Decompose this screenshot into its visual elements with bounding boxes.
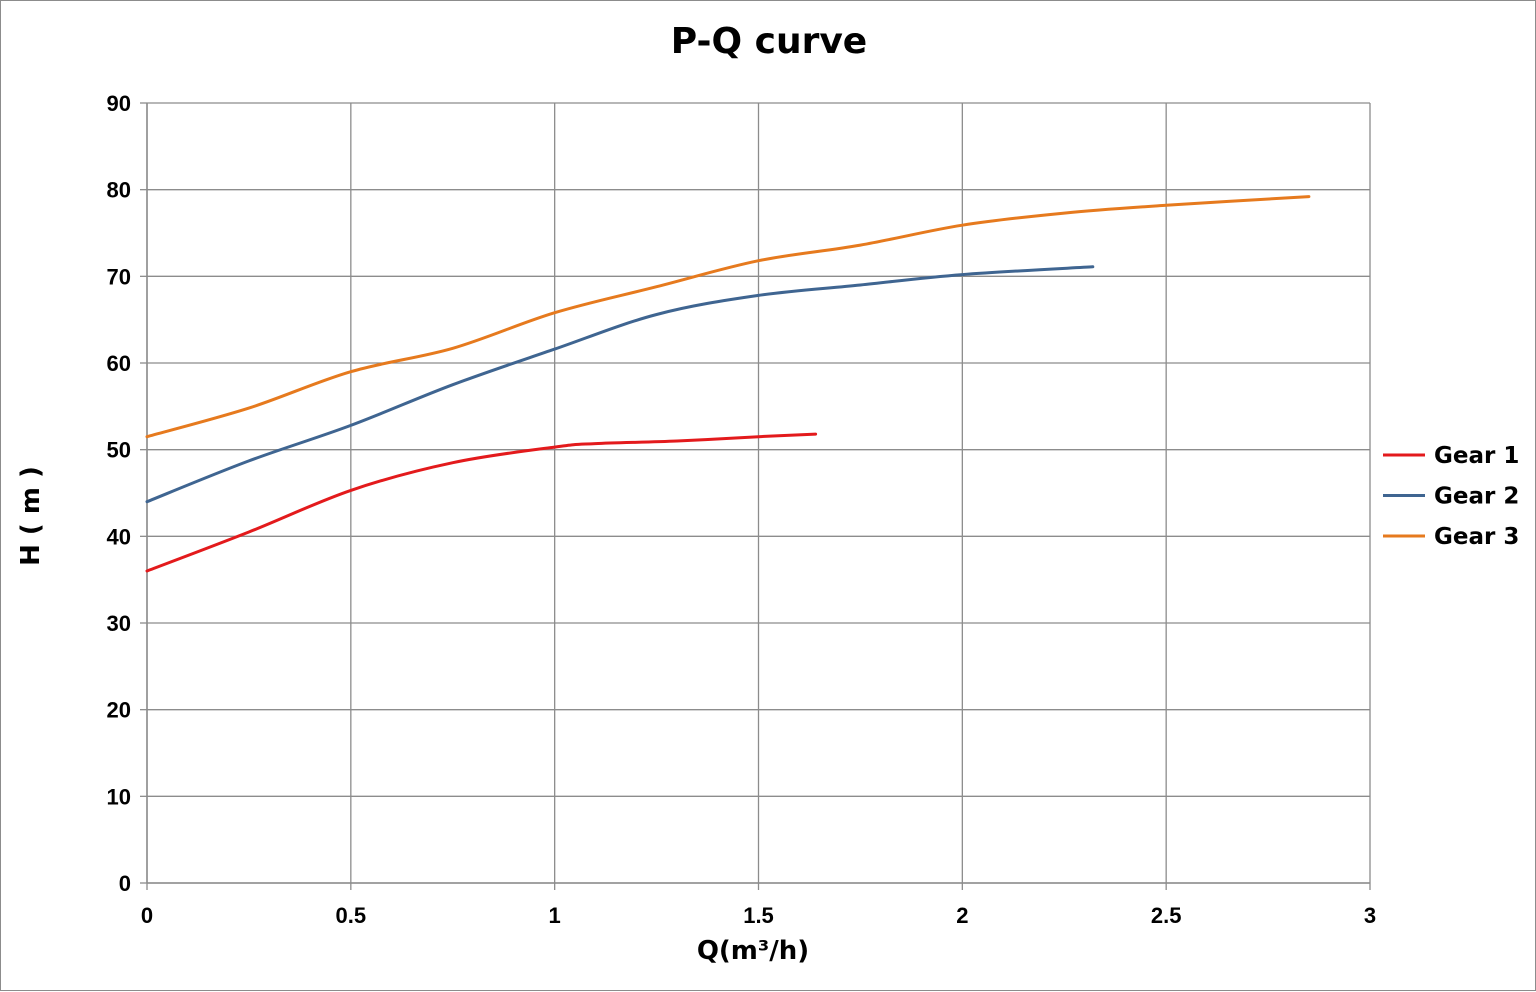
legend-label-gear-2: Gear 2 bbox=[1434, 484, 1519, 510]
y-tick-label: 30 bbox=[107, 611, 131, 636]
y-tick-label: 90 bbox=[107, 91, 131, 116]
series-line-gear-3 bbox=[145, 195, 1311, 439]
y-tick-label: 40 bbox=[107, 524, 131, 549]
x-tick-label: 3 bbox=[1364, 903, 1376, 928]
legend-label-gear-1: Gear 1 bbox=[1434, 443, 1519, 469]
gridlines bbox=[146, 102, 1371, 884]
x-tick-label: 1.5 bbox=[743, 903, 774, 928]
x-tick-label: 2 bbox=[956, 903, 968, 928]
series-line-gear-1 bbox=[145, 432, 818, 573]
y-tick-label: 20 bbox=[107, 698, 131, 723]
y-axis-title: H ( m ) bbox=[16, 466, 46, 566]
x-tick-label: 0.5 bbox=[336, 903, 367, 928]
x-tick-label: 2.5 bbox=[1151, 903, 1182, 928]
y-tick-label: 10 bbox=[107, 784, 131, 809]
y-tick-label: 60 bbox=[107, 351, 131, 376]
x-axis-title: Q(m³/h) bbox=[697, 936, 809, 966]
y-tick-label: 80 bbox=[107, 178, 131, 203]
series-lines bbox=[145, 195, 1311, 573]
x-tick-label: 1 bbox=[549, 903, 561, 928]
y-tick-label: 70 bbox=[107, 264, 131, 289]
y-tick-label: 0 bbox=[119, 871, 131, 896]
chart-title: P-Q curve bbox=[671, 21, 867, 62]
y-tick-label: 50 bbox=[107, 438, 131, 463]
x-tick-label: 0 bbox=[141, 903, 153, 928]
axes: 0 10 20 30 40 50 60 70 80 90 0 0.5 1 1.5 2 2.5 3 bbox=[107, 91, 1377, 928]
legend: Gear 1 Gear 2 Gear 3 bbox=[1383, 443, 1519, 550]
series-line-gear-2 bbox=[145, 265, 1095, 504]
legend-label-gear-3: Gear 3 bbox=[1434, 524, 1519, 550]
